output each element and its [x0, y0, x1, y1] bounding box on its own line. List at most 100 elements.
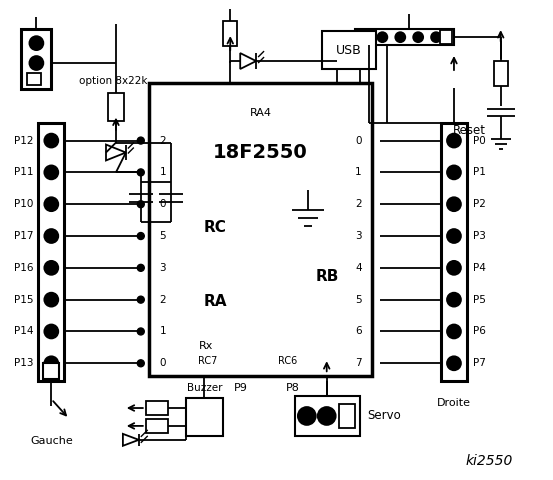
Bar	[38, 123, 64, 381]
Text: P0: P0	[473, 135, 486, 145]
Text: P17: P17	[14, 231, 33, 241]
Text: P5: P5	[473, 295, 486, 305]
Circle shape	[137, 328, 144, 335]
Text: 6: 6	[355, 326, 362, 336]
Text: Rx: Rx	[199, 341, 213, 351]
Bar	[322, 31, 377, 69]
Text: USB: USB	[336, 44, 362, 57]
Circle shape	[359, 32, 369, 42]
Text: 2: 2	[159, 135, 166, 145]
Circle shape	[447, 324, 461, 338]
Text: 18F2550: 18F2550	[213, 143, 308, 162]
Bar	[108, 93, 124, 120]
Bar	[354, 29, 454, 45]
Circle shape	[44, 229, 58, 243]
Text: 2: 2	[355, 199, 362, 209]
Circle shape	[447, 229, 461, 243]
Bar	[223, 21, 237, 46]
Bar	[43, 363, 59, 379]
Text: P9: P9	[234, 383, 248, 393]
Bar	[22, 29, 51, 89]
Text: 1: 1	[355, 168, 362, 178]
Text: P16: P16	[14, 263, 33, 273]
Circle shape	[298, 407, 316, 425]
Text: Droite: Droite	[437, 398, 471, 408]
Circle shape	[29, 36, 43, 50]
Text: RC6: RC6	[279, 356, 298, 366]
Text: Gauche: Gauche	[30, 436, 72, 446]
Text: 4: 4	[355, 263, 362, 273]
Text: ki2550: ki2550	[465, 454, 513, 468]
Text: P14: P14	[14, 326, 33, 336]
Circle shape	[447, 293, 461, 307]
Text: P2: P2	[473, 199, 486, 209]
Circle shape	[137, 296, 144, 303]
Circle shape	[137, 201, 144, 208]
Bar	[338, 404, 354, 428]
Circle shape	[44, 261, 58, 275]
Text: P11: P11	[14, 168, 33, 178]
Circle shape	[137, 232, 144, 240]
Bar	[146, 401, 168, 415]
Bar	[28, 73, 41, 85]
Circle shape	[29, 56, 43, 70]
Circle shape	[44, 166, 58, 180]
Text: Buzzer: Buzzer	[187, 383, 222, 393]
Text: P12: P12	[14, 135, 33, 145]
Text: 3: 3	[355, 231, 362, 241]
Text: 7: 7	[355, 358, 362, 368]
Bar	[146, 419, 168, 433]
Text: P6: P6	[473, 326, 486, 336]
Text: P8: P8	[286, 383, 300, 393]
Text: RA4: RA4	[249, 108, 272, 118]
Circle shape	[447, 261, 461, 275]
Bar	[149, 83, 372, 376]
Text: 1: 1	[159, 326, 166, 336]
Text: 0: 0	[355, 135, 362, 145]
Bar	[440, 30, 452, 44]
Text: Reset: Reset	[453, 124, 486, 137]
Circle shape	[447, 133, 461, 147]
Text: P10: P10	[14, 199, 33, 209]
Circle shape	[395, 32, 405, 42]
Circle shape	[318, 407, 336, 425]
Bar	[494, 61, 508, 86]
Text: P15: P15	[14, 295, 33, 305]
Text: 1: 1	[159, 168, 166, 178]
Bar	[185, 398, 223, 436]
Circle shape	[447, 356, 461, 370]
Bar	[295, 396, 359, 436]
Circle shape	[44, 133, 58, 147]
Circle shape	[137, 169, 144, 176]
Circle shape	[447, 166, 461, 180]
Circle shape	[44, 324, 58, 338]
Text: 5: 5	[355, 295, 362, 305]
Text: option 8x22k: option 8x22k	[79, 76, 147, 86]
Circle shape	[447, 197, 461, 211]
Bar	[441, 123, 467, 381]
Circle shape	[44, 197, 58, 211]
Text: P3: P3	[473, 231, 486, 241]
Text: P4: P4	[473, 263, 486, 273]
Text: P13: P13	[14, 358, 33, 368]
Text: P1: P1	[473, 168, 486, 178]
Text: RA: RA	[204, 294, 227, 309]
Text: 2: 2	[159, 295, 166, 305]
Circle shape	[44, 293, 58, 307]
Circle shape	[44, 356, 58, 370]
Text: 0: 0	[159, 358, 166, 368]
Circle shape	[137, 264, 144, 271]
Text: P7: P7	[473, 358, 486, 368]
Circle shape	[377, 32, 387, 42]
Text: Servo: Servo	[368, 409, 401, 422]
Text: RC: RC	[204, 219, 226, 235]
Circle shape	[431, 32, 441, 42]
Text: RB: RB	[316, 269, 340, 284]
Circle shape	[413, 32, 423, 42]
Text: 3: 3	[159, 263, 166, 273]
Text: 0: 0	[159, 199, 166, 209]
Circle shape	[137, 137, 144, 144]
Circle shape	[137, 360, 144, 367]
Text: RC7: RC7	[199, 356, 218, 366]
Text: 5: 5	[159, 231, 166, 241]
